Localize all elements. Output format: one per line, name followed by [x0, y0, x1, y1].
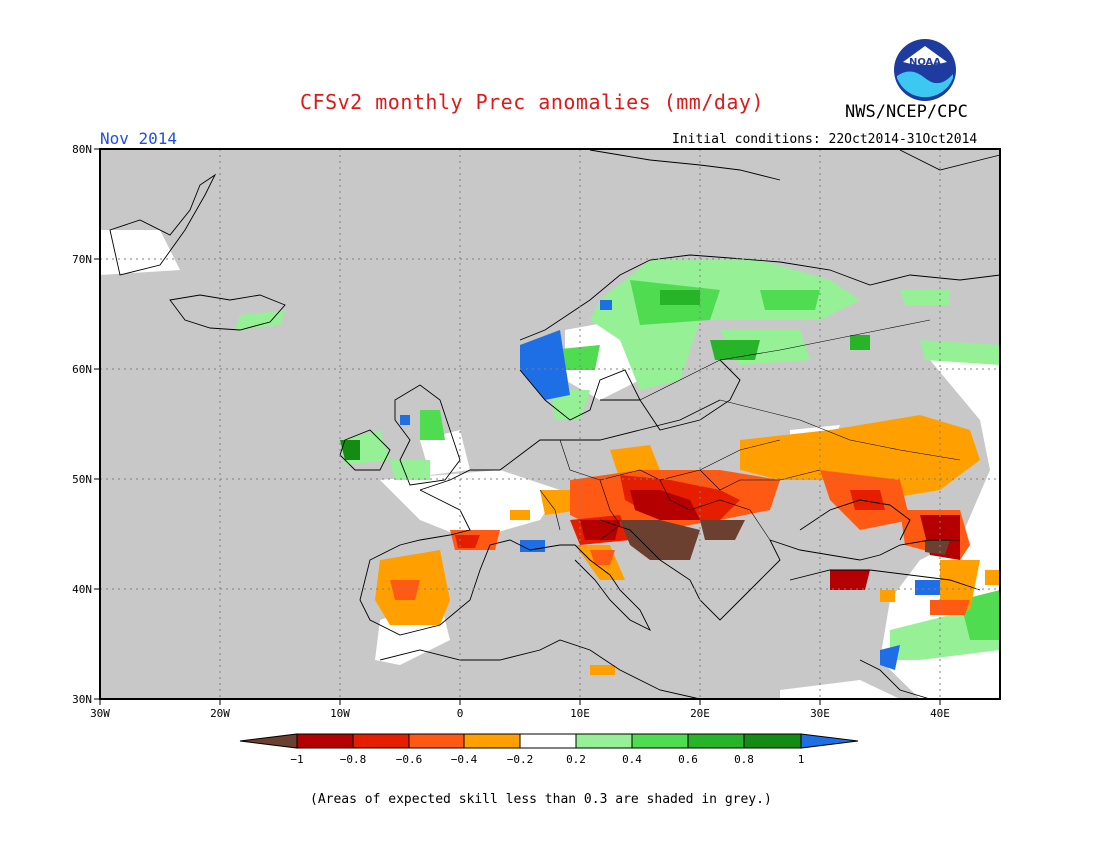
colorbar-label: 0.2 — [566, 753, 586, 766]
lon-label: 40E — [930, 707, 950, 720]
lat-label: 50N — [72, 473, 92, 486]
lat-label: 70N — [72, 253, 92, 266]
colorbar-label: −1 — [290, 753, 303, 766]
lon-label: 0 — [457, 707, 464, 720]
colorbar-segment — [575, 733, 633, 749]
lon-label: 20E — [690, 707, 710, 720]
logo-text: NOAA — [909, 57, 941, 68]
anomaly-patches — [100, 230, 1000, 699]
colorbar-segment — [800, 733, 859, 749]
colorbar-segment — [631, 733, 689, 749]
colorbar-label: −0.6 — [396, 753, 423, 766]
colorbar-label: 1 — [798, 753, 805, 766]
initial-conditions: Initial conditions: 22Oct2014-31Oct2014 — [672, 132, 978, 147]
agency-label: NWS/NCEP/CPC — [845, 102, 968, 122]
colorbar-segment — [687, 733, 745, 749]
colorbar-label: −0.2 — [507, 753, 534, 766]
forecast-month: Nov 2014 — [100, 129, 178, 148]
lat-label: 40N — [72, 583, 92, 596]
lat-label: 80N — [72, 143, 92, 156]
colorbar-segment — [352, 733, 410, 749]
colorbar-label: −0.4 — [451, 753, 478, 766]
lat-label: 30N — [72, 693, 92, 706]
colorbar — [239, 733, 859, 749]
longitude-axis: 30W 20W 10W 0 10E 20E 30E 40E — [90, 699, 950, 720]
colorbar-segment — [239, 733, 298, 749]
latitude-axis: 80N 70N 60N 50N 40N 30N — [72, 143, 100, 706]
lon-label: 10W — [330, 707, 350, 720]
lon-label: 30W — [90, 707, 110, 720]
colorbar-label: 0.6 — [678, 753, 698, 766]
map-frame — [99, 148, 1001, 700]
noaa-logo-icon: NOAA — [894, 39, 956, 101]
gridlines — [100, 149, 1000, 699]
lon-label: 30E — [810, 707, 830, 720]
lon-label: 20W — [210, 707, 230, 720]
colorbar-label: 0.8 — [734, 753, 754, 766]
colorbar-segment — [408, 733, 465, 749]
colorbar-label: 0.4 — [622, 753, 642, 766]
map-title: CFSv2 monthly Prec anomalies (mm/day) — [300, 90, 765, 114]
skill-footnote: (Areas of expected skill less than 0.3 a… — [310, 792, 772, 807]
coastlines — [109, 149, 1001, 700]
colorbar-segment — [296, 733, 354, 749]
low-skill-background — [100, 149, 1000, 699]
colorbar-labels: −1 −0.8 −0.6 −0.4 −0.2 0.2 0.4 0.6 0.8 1 — [290, 753, 804, 766]
colorbar-segment — [519, 733, 577, 749]
colorbar-label: −0.8 — [340, 753, 367, 766]
colorbar-segment — [463, 733, 521, 749]
lat-label: 60N — [72, 363, 92, 376]
borders — [539, 319, 961, 541]
colorbar-segment — [743, 733, 802, 749]
lon-label: 10E — [570, 707, 590, 720]
